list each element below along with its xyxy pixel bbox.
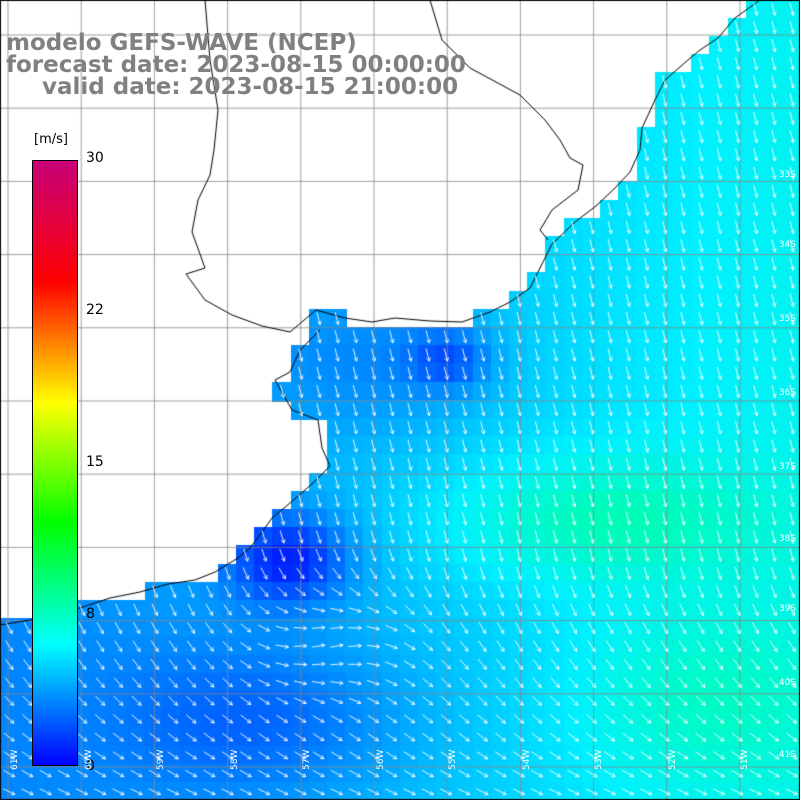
lat-label: 39S: [778, 604, 796, 614]
legend-tick-30: 30: [86, 150, 104, 166]
colorbar: [32, 160, 78, 766]
lon-label: 53W: [594, 749, 604, 770]
legend-tick-8: 8: [86, 606, 95, 622]
lon-label: 52W: [668, 749, 678, 770]
valid-date: valid date: 2023-08-15 21:00:00: [42, 74, 459, 100]
lon-label: 56W: [376, 749, 386, 770]
lon-label: 57W: [302, 749, 312, 770]
forecast-date: forecast date: 2023-08-15 00:00:00: [6, 52, 466, 78]
legend-unit-label: [m/s]: [34, 132, 68, 147]
legend-tick-0: 0: [86, 758, 95, 774]
legend-tick-22: 22: [86, 302, 104, 318]
legend-tick-15: 15: [86, 454, 104, 470]
lat-label: 37S: [778, 462, 796, 472]
lon-label: 51W: [740, 749, 750, 770]
lat-label: 36S: [778, 388, 796, 398]
lon-label: 58W: [230, 749, 240, 770]
lat-label: 35S: [778, 314, 796, 324]
lat-label: 41S: [778, 750, 796, 760]
lon-label: 55W: [448, 749, 458, 770]
lat-label: 38S: [778, 534, 796, 544]
lat-label: 34S: [778, 240, 796, 250]
model-title: modelo GEFS-WAVE (NCEP): [6, 30, 357, 56]
lon-label: 61W: [10, 749, 20, 770]
lon-label: 54W: [522, 749, 532, 770]
lon-label: 59W: [156, 749, 166, 770]
lon-label: 60W: [84, 749, 94, 770]
lat-label: 40S: [778, 678, 796, 688]
lat-label: 33S: [778, 170, 796, 180]
